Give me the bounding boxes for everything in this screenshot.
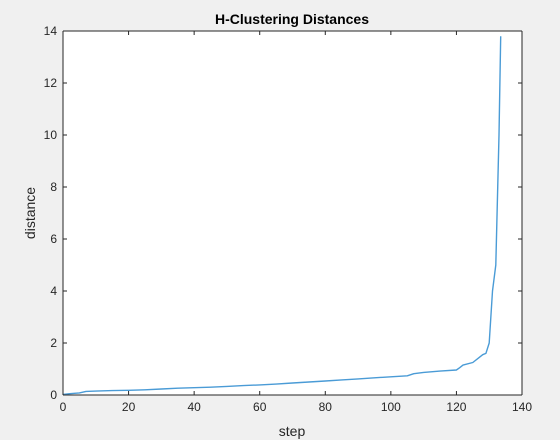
x-tick-label: 40 [187,400,201,414]
x-tick-label: 60 [253,400,267,414]
x-tick-label: 120 [446,400,466,414]
plot-area [63,31,522,395]
x-axis-label: step [279,423,306,439]
y-tick-label: 2 [50,336,57,350]
y-tick-label: 6 [50,232,57,246]
x-tick-label: 140 [512,400,532,414]
chart-title: H-Clustering Distances [215,11,369,27]
series-layer [62,36,502,396]
y-tick-label: 8 [50,180,57,194]
y-tick-label: 12 [44,76,58,90]
y-tick-label: 4 [50,284,57,298]
x-tick-label: 100 [381,400,401,414]
y-axis-label: distance [22,187,38,239]
x-tick-label: 80 [319,400,333,414]
x-tick-label: 20 [122,400,136,414]
y-tick-label: 14 [44,24,58,38]
y-tick-label: 10 [44,128,58,142]
y-tick-label: 0 [50,388,57,402]
axes-layer: 0 20 40 60 80 100 120 140 0 2 4 6 8 10 12 14 [44,24,533,414]
x-tick-label: 0 [60,400,67,414]
series-line-0 [62,36,502,396]
